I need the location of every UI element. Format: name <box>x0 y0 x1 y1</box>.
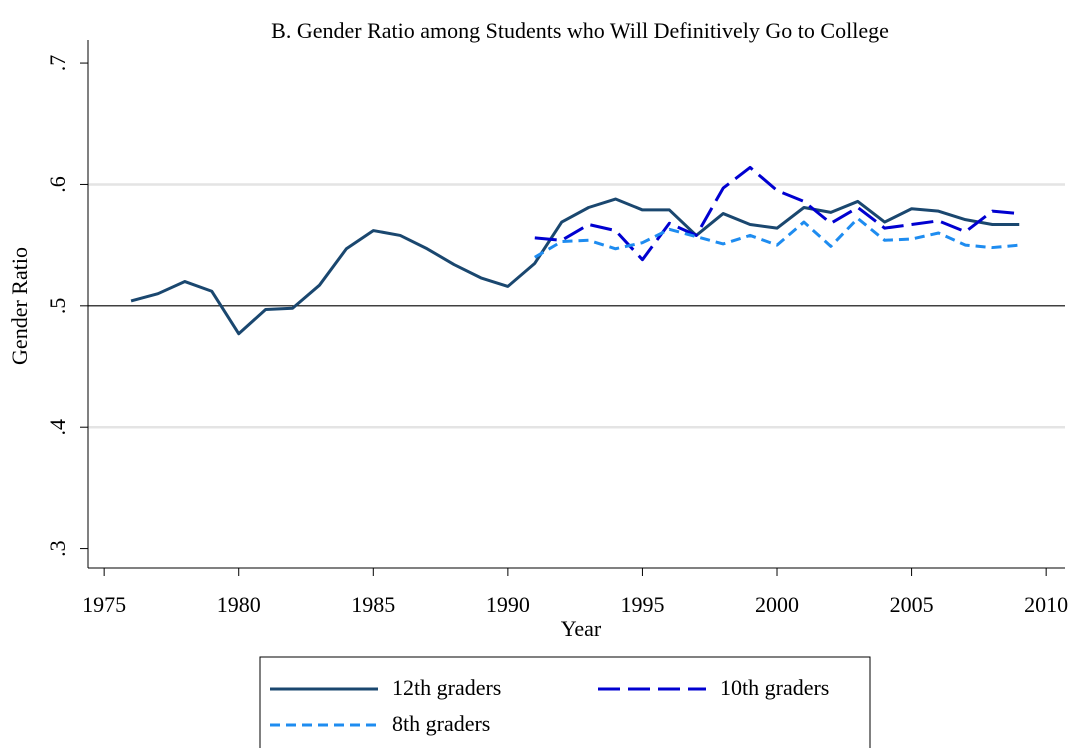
legend-box <box>259 656 871 748</box>
legend-label: 10th graders <box>720 675 829 700</box>
x-tick-label: 1985 <box>351 592 395 617</box>
y-tick-label: .6 <box>45 176 70 193</box>
x-tick-label: 1975 <box>82 592 126 617</box>
y-tick-label: .3 <box>45 540 70 557</box>
x-tick-label: 2010 <box>1024 592 1068 617</box>
y-axis-label: Gender Ratio <box>7 247 32 365</box>
legend-label: 12th graders <box>392 675 501 700</box>
y-tick-label: .5 <box>45 298 70 315</box>
chart-title: B. Gender Ratio among Students who Will … <box>271 18 889 43</box>
series-line <box>534 216 1020 259</box>
x-tick-label: 2000 <box>755 592 799 617</box>
y-tick-label: .4 <box>45 419 70 436</box>
y-tick-label: .7 <box>45 55 70 72</box>
legend-label: 8th graders <box>392 711 490 736</box>
x-tick-label: 1995 <box>620 592 664 617</box>
x-tick-label: 1980 <box>217 592 261 617</box>
series-line <box>130 197 1020 336</box>
x-tick-label: 2005 <box>890 592 934 617</box>
x-tick-label: 1990 <box>486 592 530 617</box>
x-axis-label: Year <box>561 616 602 641</box>
